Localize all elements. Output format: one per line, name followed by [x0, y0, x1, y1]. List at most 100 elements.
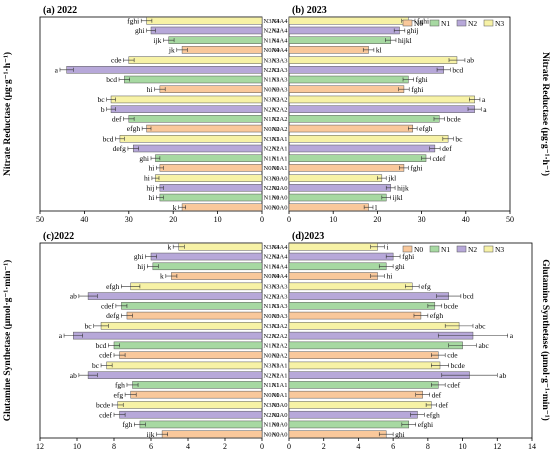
significance-letter: hi [144, 174, 150, 183]
legend-label: N3 [495, 245, 504, 254]
x-tick-label: 50 [36, 215, 44, 224]
bar-b-n0a2 [288, 124, 414, 133]
category-label: N0A1 [272, 392, 288, 399]
bar-c-n1a1 [132, 381, 263, 389]
category-label: N1A4 [272, 263, 289, 270]
bar-b-n3a0 [288, 174, 383, 182]
bar-b-n1a3 [288, 75, 409, 84]
legend-label: N2 [468, 19, 477, 28]
bar-a-n2a3 [66, 66, 263, 74]
significance-letter: ab [70, 292, 77, 301]
x-tick-label: 8 [112, 442, 116, 451]
significance-letter: bcde [96, 401, 111, 410]
legend-label: N0 [414, 245, 423, 254]
significance-letter: ijkl [393, 193, 403, 202]
significance-letter: hi [148, 163, 154, 172]
panel-title: (c)2022 [43, 231, 74, 242]
bar-b-n0a3 [288, 85, 405, 93]
bar-c-n0a1 [130, 390, 263, 399]
significance-letter: bc [85, 321, 93, 330]
legend-swatch-n1 [429, 245, 440, 253]
x-tick-label: 50 [506, 215, 514, 224]
category-label: N3A1 [264, 363, 280, 370]
bar-d-n3a2 [288, 322, 460, 330]
significance-letter: a [482, 95, 486, 104]
significance-letter: defg [106, 311, 120, 320]
bar-c-n2a2 [73, 331, 263, 340]
bar-d-n3a0 [288, 401, 432, 409]
bar-c-n0a0 [161, 430, 263, 438]
x-tick-label: 2 [223, 442, 227, 451]
category-label: N3A3 [264, 57, 280, 64]
category-label: N0A0 [272, 431, 288, 438]
category-label: N2A4 [272, 254, 289, 261]
plot-frame [39, 16, 263, 212]
significance-letter: cdef [447, 381, 460, 390]
significance-letter: a [510, 331, 514, 340]
bar-b-n0a4 [288, 46, 369, 54]
bar-a-n0a4 [181, 46, 263, 54]
bar-c-n2a0 [119, 410, 263, 419]
bar-d-n0a3 [288, 311, 422, 320]
category-label: N2A3 [272, 67, 288, 74]
x-tick-label: 20 [169, 215, 177, 224]
category-label: N3A3 [272, 57, 288, 64]
category-label: N2A1 [264, 146, 280, 153]
x-tick-label: 12 [36, 442, 44, 451]
y-axis-title: Glutamine Synthetase (μmol·g⁻¹·min⁻¹) [2, 260, 13, 422]
category-label: N3A1 [272, 363, 288, 370]
x-tick-label: 14 [528, 442, 536, 451]
right-y-axis-title: Glutamine Synthetase (μmol·g⁻¹·min⁻¹) [540, 259, 550, 421]
category-label: N0A0 [264, 431, 280, 438]
bar-b-n1a0 [288, 193, 387, 202]
significance-letter: hij [146, 183, 154, 192]
legend-swatch-n1 [429, 19, 440, 27]
significance-letter: ghi [139, 154, 149, 163]
significance-letter: efghi [418, 420, 433, 429]
significance-letter: ab [467, 56, 474, 65]
bar-b-n0a0 [288, 203, 369, 211]
bar-c-n3a1 [106, 361, 263, 370]
category-label: N3A0 [264, 402, 280, 409]
bar-b-n3a3 [288, 56, 458, 64]
category-label: N2A3 [272, 293, 288, 300]
bar-d-n1a3 [288, 302, 436, 310]
panel-d: i N3A4 fghi N2A4 ghi N1A4 hi N0A4 efg N3A3 bcd N2A3… [272, 231, 550, 451]
significance-letter: ghi [395, 430, 405, 439]
bar-d-n1a4 [288, 262, 387, 271]
bar-b-n1a4 [288, 36, 391, 44]
category-label: N1A1 [272, 155, 288, 162]
legend-swatch-n2 [456, 19, 467, 27]
significance-letter: efgh [419, 124, 433, 133]
bar-c-n2a3 [87, 292, 263, 300]
significance-letter: a [55, 65, 59, 74]
significance-letter: bcde [447, 114, 462, 123]
significance-letter: cdef [101, 301, 114, 310]
bar-a-n1a4 [168, 36, 263, 44]
category-label: N0A3 [272, 313, 288, 320]
category-label: N1A3 [272, 303, 288, 310]
category-label: N3A4 [272, 18, 289, 25]
significance-letter: a [483, 105, 487, 114]
significance-letter: cdef [99, 410, 112, 419]
significance-letter: a [59, 331, 63, 340]
category-label: N0A1 [264, 392, 280, 399]
x-tick-label: 6 [391, 442, 395, 451]
significance-letter: efgh [106, 282, 120, 291]
category-label: N1A0 [272, 195, 288, 202]
category-label: N1A2 [264, 116, 280, 123]
significance-letter: kl [376, 45, 382, 54]
panel-c: k N3A4 ghi N2A4 hij N1A4 k N0A4 efgh N3A3 ab N2A3 cd… [2, 231, 280, 451]
bar-c-n2a1 [87, 371, 263, 379]
category-label: N2A3 [264, 67, 280, 74]
category-label: N2A2 [272, 106, 288, 113]
significance-letter: def [432, 390, 442, 399]
significance-letter: fgh [115, 381, 125, 390]
significance-letter: jkl [387, 174, 396, 183]
bar-a-n0a2 [146, 124, 263, 133]
significance-letter: efg [421, 282, 431, 291]
bar-b-n2a3 [288, 66, 444, 74]
x-tick-label: 0 [260, 442, 264, 451]
bar-a-n2a0 [159, 184, 263, 192]
